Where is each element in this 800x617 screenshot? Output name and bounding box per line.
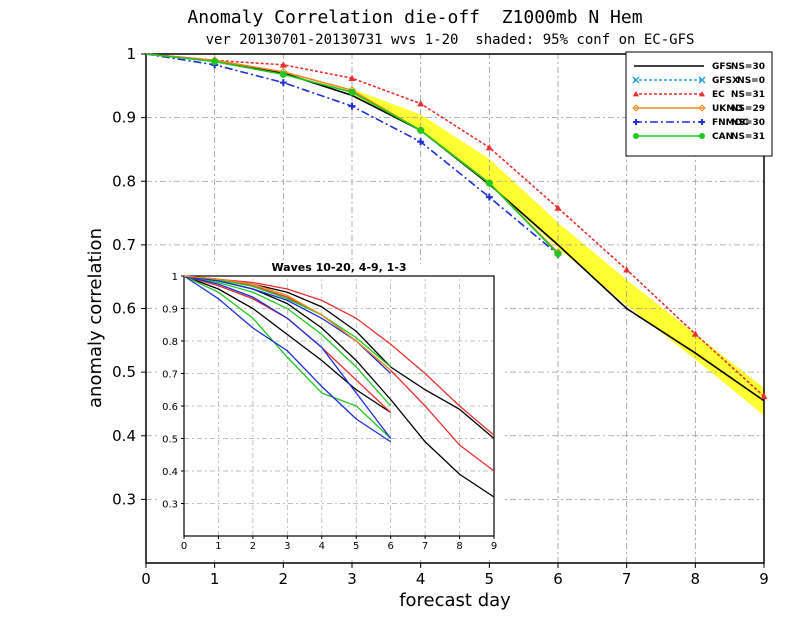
series-point-can	[211, 58, 219, 66]
x-tick-label: 4	[416, 570, 426, 588]
x-axis-label: forecast day	[399, 590, 511, 611]
legend-count-ukmo: NS=29	[731, 104, 765, 114]
x-tick-label: 8	[691, 570, 701, 588]
legend-label-fnmoc: FNMOC	[712, 118, 749, 128]
x-tick-label: 5	[485, 570, 495, 588]
series-point-fnmoc	[279, 79, 287, 87]
legend-marker-fnmoc	[633, 119, 639, 125]
series-point-can	[485, 179, 493, 187]
y-tick-label: 0.8	[112, 172, 136, 190]
inset-x-tick-label: 2	[250, 541, 256, 552]
x-tick-label: 1	[210, 570, 220, 588]
legend-box	[625, 51, 773, 157]
inset-y-ticks: 0.3 0.4 0.5 0.6 0.7 0.8 0.9 1	[162, 272, 184, 511]
legend-label-gfsx: GFSX	[712, 76, 739, 86]
y-tick-label: 0.6	[112, 300, 136, 318]
series-point-ec	[623, 266, 631, 273]
x-tick-label: 0	[141, 570, 151, 588]
inset-x-tick-label: 5	[353, 541, 359, 552]
series-point-fnmoc	[348, 102, 356, 110]
inset-line-ec-1-3	[183, 275, 495, 436]
y-tick-label: 0.5	[112, 363, 136, 381]
legend-marker-gfsx	[698, 76, 706, 84]
series-point-ec	[554, 204, 562, 211]
legend-count-gfsx: NS=0	[737, 76, 765, 86]
series-point-ec	[279, 61, 287, 68]
legend-label-ukmo: UKMO	[712, 104, 743, 114]
legend-marker-ukmo	[632, 104, 640, 112]
inset-y-tick-label: 0.5	[162, 435, 178, 446]
legend-marker-fnmoc	[699, 119, 705, 125]
legend-count-can: NS=31	[731, 132, 765, 142]
inset-series-layer	[183, 275, 495, 498]
y-axis-label: anomaly correlation	[85, 228, 106, 408]
series-line-ec	[145, 53, 765, 397]
x-tick-label: 3	[347, 570, 357, 588]
series-point-ec	[417, 100, 425, 107]
inset-y-tick-label: 0.4	[162, 467, 178, 478]
legend-marker-ukmo	[698, 104, 706, 112]
main-x-ticks: 0 1 2 3 4 5 6 7 8 9	[141, 563, 769, 588]
series-point-can	[554, 250, 562, 258]
inset-y-tick-label: 0.6	[162, 402, 178, 413]
y-tick-label: 0.7	[112, 236, 136, 254]
series-point-fnmoc	[485, 193, 493, 201]
legend-label-ec: EC	[712, 90, 725, 100]
inset-y-tick-label: 0.9	[162, 305, 178, 316]
x-tick-label: 9	[759, 570, 769, 588]
chart-title: Anomaly Correlation die-off Z1000mb N He…	[187, 7, 642, 28]
series-point-can	[417, 126, 425, 134]
inset-x-tick-label: 1	[215, 541, 221, 552]
inset-line-can-10-20	[183, 275, 392, 439]
series-point-ec	[485, 144, 493, 151]
inset-line-can-4-9	[183, 275, 392, 407]
inset-y-tick-label: 1	[172, 272, 178, 283]
inset-x-tick-label: 0	[181, 541, 187, 552]
inset-x-tick-label: 7	[422, 541, 428, 552]
series-point-ec	[760, 392, 768, 400]
series-point-ec	[348, 74, 356, 81]
chart-subtitle: ver 20130701-20130731 wvs 1-20 shaded: 9…	[206, 32, 695, 48]
legend-label-gfs: GFS	[712, 62, 732, 72]
inset-y-tick-label: 0.8	[162, 337, 178, 348]
x-tick-label: 6	[553, 570, 563, 588]
series-point-fnmoc	[417, 138, 425, 146]
inset-line-ukmo-1-3	[183, 275, 392, 371]
main-y-ticks: 0.3 0.4 0.5 0.6 0.7 0.8 0.9 1	[112, 45, 146, 508]
inset-x-tick-label: 6	[387, 541, 393, 552]
inset-y-tick-label: 0.7	[162, 370, 178, 381]
x-tick-label: 2	[279, 570, 289, 588]
inset-y-tick-label: 0.3	[162, 500, 178, 511]
y-tick-label: 0.4	[112, 427, 136, 445]
inset-x-ticks: 0 1 2 3 4 5 6 7 8 9	[181, 536, 497, 552]
inset-title: Waves 10-20, 4-9, 1-3	[271, 261, 406, 274]
main-series-layer	[145, 53, 768, 402]
y-tick-label: 0.3	[112, 490, 136, 508]
y-tick-label: 1	[126, 45, 136, 63]
legend-marker-gfsx	[632, 76, 640, 84]
series-point-can	[348, 88, 356, 96]
legend-label-can: CAN	[712, 132, 733, 142]
legend-count-fnmoc: NS=30	[731, 118, 765, 128]
legend-count-gfs: NS=30	[731, 62, 765, 72]
series-point-can	[279, 70, 287, 78]
inset-line-gfs-10-20	[183, 275, 392, 414]
inset-line-fnmoc-4-9	[183, 275, 392, 439]
inset-x-tick-label: 9	[491, 541, 497, 552]
series-point-ec	[691, 330, 699, 337]
inset-x-tick-label: 8	[456, 541, 462, 552]
inset-x-tick-label: 4	[319, 541, 325, 552]
legend-count-ec: NS=31	[731, 90, 765, 100]
inset-x-tick-label: 3	[284, 541, 290, 552]
x-tick-label: 7	[622, 570, 632, 588]
legend-marker-ec	[699, 91, 705, 97]
legend-marker-can	[699, 133, 705, 139]
inset-line-fnmoc-10-20	[183, 275, 392, 443]
y-tick-label: 0.9	[112, 109, 136, 127]
legend-marker-ec	[633, 91, 639, 97]
legend-marker-can	[633, 133, 639, 139]
